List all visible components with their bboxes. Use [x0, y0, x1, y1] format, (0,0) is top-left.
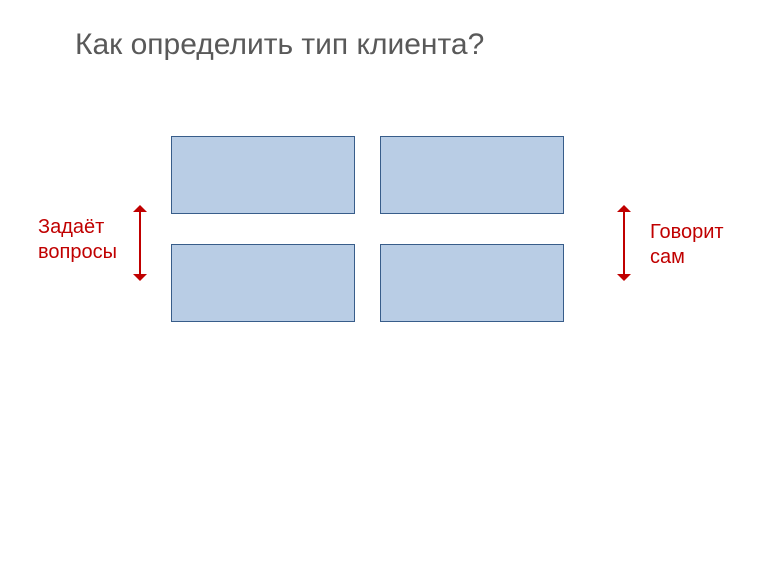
- axis-label-right-line1: Говорит: [650, 221, 724, 243]
- axis-label-right: Говорит сам: [650, 220, 724, 270]
- axis-label-right-line2: сам: [650, 246, 685, 268]
- quadrant-bottom-right: [380, 244, 564, 322]
- quadrant-top-right: [380, 136, 564, 214]
- axis-label-left: Задаёт вопросы: [38, 215, 117, 265]
- quadrant-bottom-left: [171, 244, 355, 322]
- quadrant-top-left: [171, 136, 355, 214]
- axis-label-left-line1: Задаёт: [38, 216, 104, 238]
- slide: Как определить тип клиента? Задаёт вопро…: [0, 0, 768, 576]
- slide-title: Как определить тип клиента?: [75, 28, 484, 62]
- axis-label-left-line2: вопросы: [38, 241, 117, 263]
- double-arrow-left-icon: [131, 205, 149, 281]
- double-arrow-right-icon: [615, 205, 633, 281]
